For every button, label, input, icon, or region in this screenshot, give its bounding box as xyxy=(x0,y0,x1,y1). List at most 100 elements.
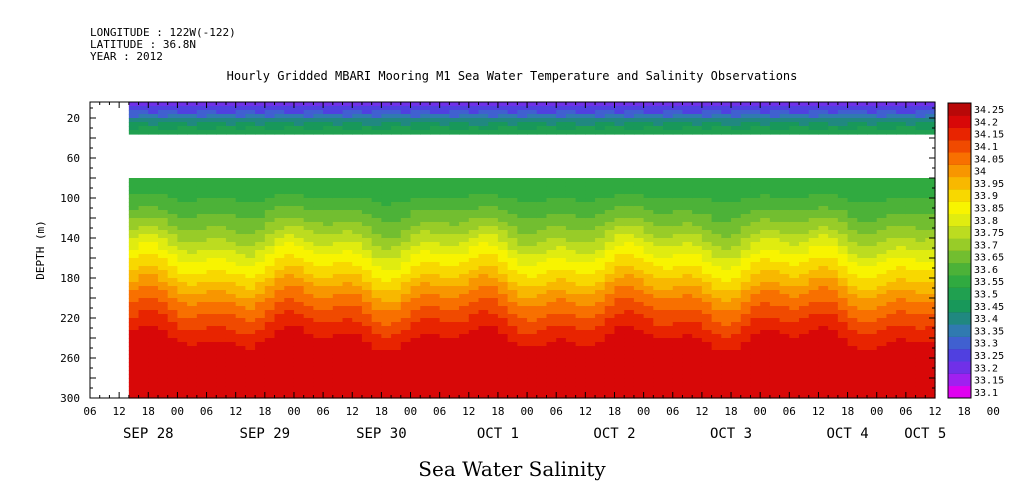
heatmap-cell xyxy=(828,394,839,399)
heatmap-cell xyxy=(565,126,577,131)
heatmap-cell xyxy=(517,318,528,323)
heatmap-cell xyxy=(740,370,752,375)
heatmap-cell xyxy=(837,394,849,399)
heatmap-cell xyxy=(565,282,577,287)
heatmap-cell xyxy=(847,186,858,191)
heatmap-cell xyxy=(614,198,625,203)
heatmap-cell xyxy=(391,210,402,215)
heatmap-cell xyxy=(721,198,732,203)
heatmap-cell xyxy=(604,254,616,259)
heatmap-cell xyxy=(255,214,266,219)
heatmap-cell xyxy=(682,310,693,315)
heatmap-cell xyxy=(478,378,489,383)
heatmap-cell xyxy=(420,214,431,219)
heatmap-cell xyxy=(391,206,402,211)
heatmap-cell xyxy=(585,198,596,203)
heatmap-cell xyxy=(459,246,470,251)
heatmap-cell xyxy=(818,382,829,387)
heatmap-cell xyxy=(381,218,392,223)
heatmap-cell xyxy=(663,222,674,227)
heatmap-cell xyxy=(342,322,353,327)
heatmap-cell xyxy=(701,318,713,323)
heatmap-cell xyxy=(449,294,460,299)
heatmap-cell xyxy=(468,286,480,291)
heatmap-cell xyxy=(420,278,431,283)
heatmap-cell xyxy=(750,258,761,263)
heatmap-cell xyxy=(361,190,373,195)
heatmap-cell xyxy=(808,278,820,283)
heatmap-cell xyxy=(760,118,771,123)
heatmap-cell xyxy=(497,338,509,343)
heatmap-cell xyxy=(779,202,790,207)
heatmap-cell xyxy=(692,122,703,127)
heatmap-cell xyxy=(148,378,159,383)
heatmap-cell xyxy=(876,222,888,227)
heatmap-cell xyxy=(789,370,800,375)
heatmap-cell xyxy=(701,110,713,115)
heatmap-cell xyxy=(604,298,616,303)
heatmap-cell xyxy=(585,318,596,323)
heatmap-cell xyxy=(410,386,421,391)
heatmap-cell xyxy=(507,394,518,399)
heatmap-cell xyxy=(196,178,208,183)
heatmap-cell xyxy=(497,226,509,231)
heatmap-cell xyxy=(575,366,586,371)
heatmap-cell xyxy=(332,202,344,207)
heatmap-cell xyxy=(769,118,781,123)
heatmap-cell xyxy=(876,254,888,259)
heatmap-cell xyxy=(488,370,499,375)
heatmap-cell xyxy=(157,206,169,211)
heatmap-cell xyxy=(352,354,363,359)
heatmap-cell xyxy=(274,126,285,131)
heatmap-cell xyxy=(216,194,227,199)
heatmap-cell xyxy=(235,130,246,135)
heatmap-cell xyxy=(468,362,480,367)
heatmap-cell xyxy=(420,254,431,259)
heatmap-cell xyxy=(682,298,693,303)
heatmap-cell xyxy=(187,314,198,319)
heatmap-cell xyxy=(663,266,674,271)
heatmap-cell xyxy=(293,258,305,263)
heatmap-cell xyxy=(497,126,509,131)
heatmap-cell xyxy=(352,310,363,315)
heatmap-cell xyxy=(808,106,820,111)
heatmap-cell xyxy=(313,210,324,215)
heatmap-cell xyxy=(264,330,276,335)
heatmap-cell xyxy=(546,254,557,259)
heatmap-cell xyxy=(760,126,771,131)
heatmap-cell xyxy=(546,246,557,251)
heatmap-cell xyxy=(624,238,635,243)
heatmap-cell xyxy=(886,334,897,339)
heatmap-cell xyxy=(536,362,548,367)
heatmap-cell xyxy=(148,234,159,239)
heatmap-cell xyxy=(225,242,237,247)
heatmap-cell xyxy=(760,374,771,379)
heatmap-cell xyxy=(196,254,208,259)
heatmap-cell xyxy=(332,114,344,119)
heatmap-cell xyxy=(604,338,616,343)
heatmap-cell xyxy=(459,326,470,331)
heatmap-cell xyxy=(420,362,431,367)
heatmap-cell xyxy=(721,238,732,243)
heatmap-cell xyxy=(527,102,538,107)
heatmap-cell xyxy=(663,282,674,287)
heatmap-cell xyxy=(536,226,548,231)
heatmap-cell xyxy=(371,110,382,115)
heatmap-cell xyxy=(556,302,567,307)
heatmap-cell xyxy=(517,282,528,287)
heatmap-cell xyxy=(206,382,217,387)
heatmap-cell xyxy=(682,186,693,191)
heatmap-cell xyxy=(128,198,140,203)
heatmap-cell xyxy=(381,282,392,287)
heatmap-cell xyxy=(313,366,324,371)
heatmap-cell xyxy=(837,310,849,315)
heatmap-cell xyxy=(857,310,868,315)
heatmap-cell xyxy=(799,330,810,335)
heatmap-cell xyxy=(488,290,499,295)
heatmap-cell xyxy=(410,182,421,187)
heatmap-cell xyxy=(439,374,450,379)
heatmap-cell xyxy=(527,294,538,299)
heatmap-cell xyxy=(410,262,421,267)
heatmap-cell xyxy=(604,294,616,299)
heatmap-cell xyxy=(556,126,567,131)
